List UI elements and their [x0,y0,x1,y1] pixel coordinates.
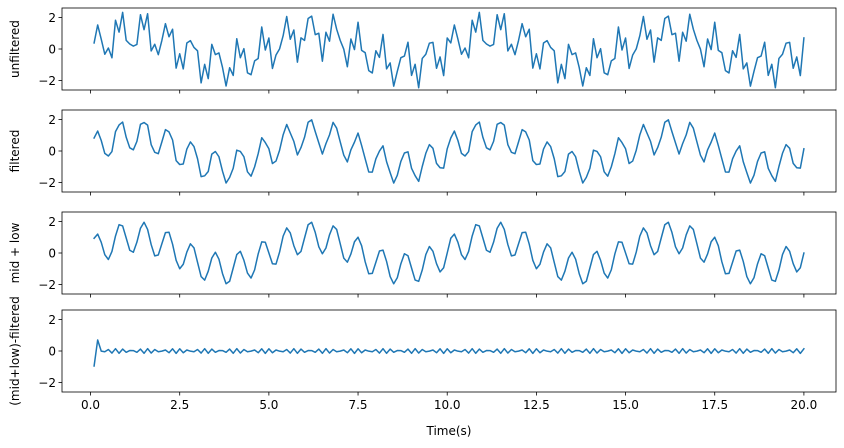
panel-2: −2 0 2 filtered [8,109,837,196]
x-tick-label: 0.0 [81,398,100,412]
x-tick-label: 7.5 [348,398,367,412]
y-tick-label: 2 [48,313,56,327]
x-tick-label: 2.5 [170,398,189,412]
y-tick-label: −2 [38,376,56,390]
axes-frame [61,7,837,91]
y-tick-label: 0 [48,247,56,261]
y-tick-label: 2 [48,11,56,25]
x-tick-label: 10.0 [434,398,461,412]
y-tick-label: 2 [48,215,56,229]
panel-3: −2 0 2 mid + low [8,211,837,298]
series-line-panel-2 [93,119,805,184]
x-tick-label: 5.0 [259,398,278,412]
y-tick-label: 0 [48,345,56,359]
x-tick-label: 15.0 [612,398,639,412]
y-tick-label: −2 [38,176,56,190]
x-tick-label: 20.0 [791,398,818,412]
series-line-panel-1 [93,11,805,89]
y-axis-label-panel-1: unfiltered [8,20,22,78]
x-tick-label: 12.5 [523,398,550,412]
y-tick-label: 0 [48,43,56,57]
y-tick-label: −2 [38,278,56,292]
x-axis-label: Time(s) [426,424,472,438]
y-tick-label: 0 [48,145,56,159]
series-line-panel-4 [93,339,805,367]
panel-1: −2 0 2 unfiltered [8,7,837,94]
y-tick-label: 2 [48,113,56,127]
x-tick-label: 17.5 [701,398,728,412]
y-axis-label-panel-3: mid + low [8,222,22,283]
series-line-panel-3 [93,221,805,285]
y-axis-label-panel-4: (mid+low)-filtered [8,296,22,406]
y-axis-label-panel-2: filtered [8,130,22,173]
y-tick-label: −2 [38,74,56,88]
